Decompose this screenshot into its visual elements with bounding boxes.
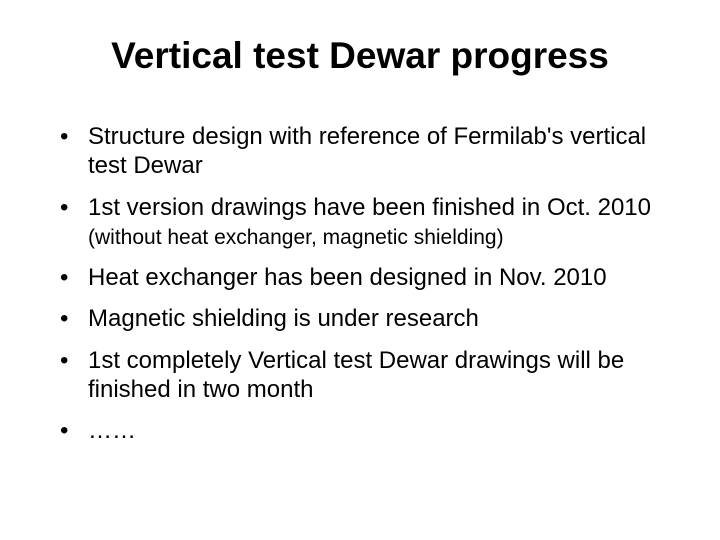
list-item: 1st version drawings have been finished … (60, 193, 680, 252)
list-item: Structure design with reference of Fermi… (60, 122, 680, 181)
bullet-text: Heat exchanger has been designed in Nov.… (88, 264, 607, 291)
bullet-subtext: (without heat exchanger, magnetic shield… (88, 226, 504, 249)
bullet-text: 1st version drawings have been finished … (88, 194, 651, 221)
list-item: Heat exchanger has been designed in Nov.… (60, 263, 680, 292)
slide-title: Vertical test Dewar progress (40, 35, 680, 77)
bullet-text: 1st completely Vertical test Dewar drawi… (88, 347, 624, 403)
list-item: Magnetic shielding is under research (60, 304, 680, 333)
bullet-text: Magnetic shielding is under research (88, 305, 479, 332)
bullet-list: Structure design with reference of Fermi… (40, 122, 680, 445)
bullet-text: Structure design with reference of Fermi… (88, 123, 646, 179)
bullet-text: …… (88, 417, 136, 444)
list-item: …… (60, 416, 680, 445)
list-item: 1st completely Vertical test Dewar drawi… (60, 346, 680, 405)
